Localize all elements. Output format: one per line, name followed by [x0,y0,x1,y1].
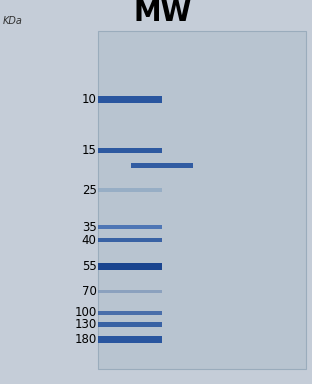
Text: 40: 40 [82,233,97,247]
Text: 180: 180 [75,333,97,346]
Text: 70: 70 [82,285,97,298]
Text: KDa: KDa [3,16,23,26]
FancyBboxPatch shape [98,188,162,192]
FancyBboxPatch shape [98,336,162,343]
FancyBboxPatch shape [98,263,162,270]
Text: 10: 10 [82,93,97,106]
FancyBboxPatch shape [98,238,162,242]
FancyBboxPatch shape [98,311,162,315]
FancyBboxPatch shape [98,225,162,229]
FancyBboxPatch shape [98,96,162,103]
Text: 55: 55 [82,260,97,273]
Text: 15: 15 [82,144,97,157]
FancyBboxPatch shape [98,291,162,293]
Text: 25: 25 [82,184,97,197]
FancyBboxPatch shape [131,164,193,169]
Text: 130: 130 [75,318,97,331]
Text: 100: 100 [75,306,97,319]
Text: 35: 35 [82,221,97,234]
Text: MW: MW [133,0,191,27]
FancyBboxPatch shape [98,322,162,327]
FancyBboxPatch shape [98,148,162,153]
FancyBboxPatch shape [98,31,306,369]
